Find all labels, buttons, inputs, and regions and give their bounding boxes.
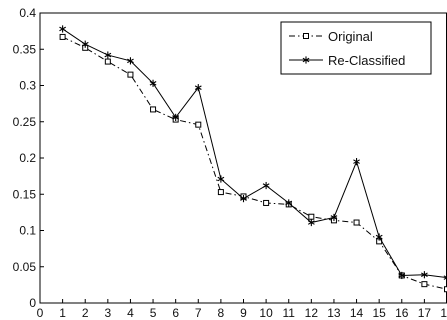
- data-point: [127, 71, 134, 78]
- data-point: [398, 271, 406, 280]
- x-tick-label: 14: [350, 306, 364, 320]
- x-tick-label: 11: [282, 306, 295, 320]
- y-axis: 0 0.05 0.1 0.15 0.2 0.25 0.3 0.35 0.4: [13, 6, 44, 310]
- x-tick-label: 12: [305, 306, 319, 320]
- x-tick-label: 7: [195, 306, 202, 320]
- y-tick-label: 0.1: [19, 224, 36, 238]
- x-tick-label: 8: [218, 306, 225, 320]
- data-point: [217, 189, 224, 196]
- y-tick-label: 0.35: [13, 42, 37, 56]
- y-tick-label: 0.05: [13, 260, 37, 274]
- data-point: [150, 106, 157, 113]
- y-tick-label: 0.2: [19, 151, 36, 165]
- series-line: [62, 28, 447, 279]
- data-point: [308, 213, 315, 220]
- y-tick-label: 0.15: [13, 187, 37, 201]
- x-tick-label: 9: [240, 306, 247, 320]
- x-tick-label: 3: [104, 306, 111, 320]
- x-tick-label: 18: [440, 306, 447, 320]
- y-tick-label: 0.25: [13, 115, 37, 129]
- data-point: [127, 57, 134, 65]
- y-tick-label: 0: [29, 296, 36, 310]
- x-axis: 0123456789101112131415161718: [37, 299, 447, 320]
- data-point: [217, 175, 225, 183]
- x-tick-label: 6: [172, 306, 179, 320]
- x-tick-label: 5: [150, 306, 157, 320]
- data-point: [444, 286, 447, 293]
- data-point: [59, 33, 66, 40]
- data-point: [263, 199, 270, 206]
- x-tick-label: 4: [127, 306, 134, 320]
- x-tick-label: 17: [418, 306, 432, 320]
- data-point: [194, 84, 202, 92]
- legend-box: [280, 21, 432, 75]
- legend: Original Re-Classified: [280, 21, 432, 75]
- legend-marker: [303, 33, 309, 39]
- data-point: [240, 195, 247, 203]
- x-tick-label: 1: [59, 306, 66, 320]
- x-tick-label: 15: [372, 306, 386, 320]
- series-layer: [59, 25, 447, 293]
- legend-label: Original: [328, 29, 373, 44]
- y-tick-label: 0.4: [19, 6, 36, 20]
- data-point: [330, 213, 338, 222]
- data-point: [353, 219, 360, 226]
- data-point: [353, 158, 360, 166]
- series-re-classified: [59, 25, 447, 282]
- data-point: [420, 271, 428, 279]
- data-point: [81, 40, 89, 48]
- data-point: [285, 199, 293, 207]
- legend-entry: Original: [289, 29, 373, 44]
- data-point: [172, 113, 180, 121]
- legend-entry: Re-Classified: [289, 53, 405, 68]
- data-point: [262, 181, 270, 190]
- data-point: [307, 218, 315, 227]
- x-tick-label: 16: [395, 306, 409, 320]
- data-point: [104, 51, 112, 59]
- series-line: [62, 36, 447, 290]
- legend-marker: [302, 56, 310, 64]
- data-point: [149, 79, 157, 87]
- data-point: [59, 25, 67, 33]
- data-point: [195, 121, 202, 128]
- x-tick-label: 13: [327, 306, 341, 320]
- data-point: [443, 274, 447, 282]
- x-tick-label: 2: [82, 306, 89, 320]
- data-point: [104, 58, 111, 65]
- y-tick-label: 0.3: [19, 79, 36, 93]
- data-point: [421, 281, 428, 288]
- x-tick-label: 0: [37, 306, 44, 320]
- x-tick-label: 10: [259, 306, 273, 320]
- legend-label: Re-Classified: [328, 53, 405, 68]
- data-point: [375, 233, 383, 241]
